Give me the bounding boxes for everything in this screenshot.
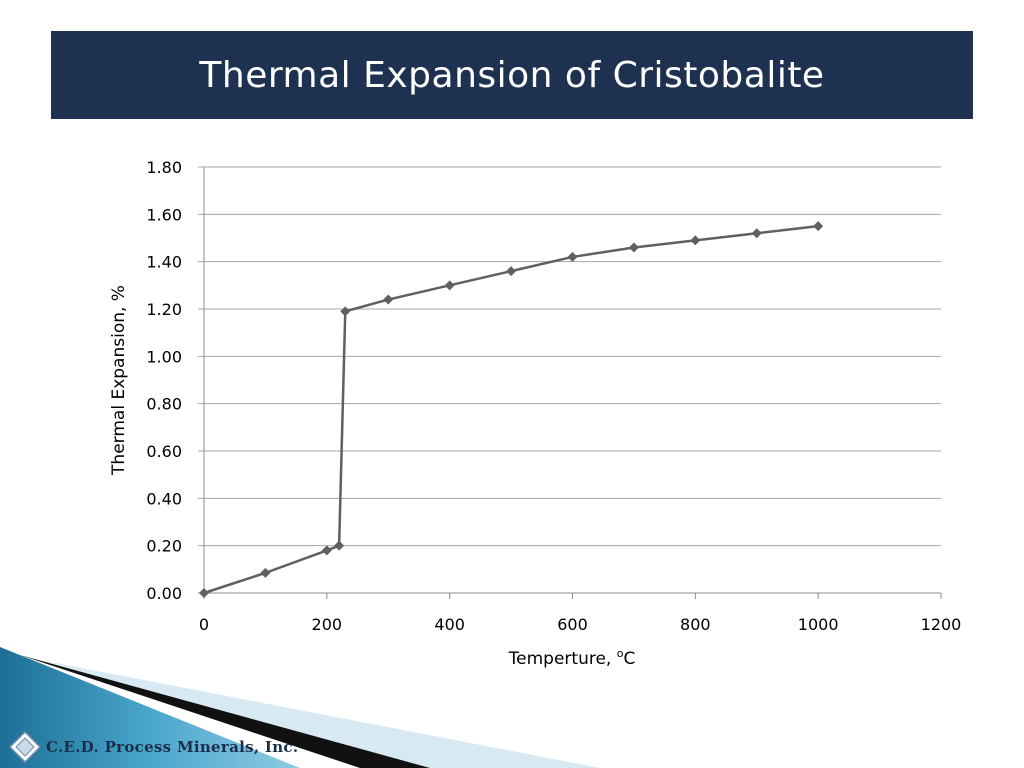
diamond-logo-icon: [8, 730, 42, 764]
y-tick-label: 0.00: [146, 584, 182, 603]
data-point-marker: [321, 545, 332, 556]
slide-title: Thermal Expansion of Cristobalite: [199, 54, 825, 96]
x-tick-labels: 0 200 400 600 800 1000 1200: [199, 615, 961, 634]
y-tick-label: 1.60: [146, 205, 182, 224]
series: [199, 221, 824, 598]
y-tick-label: 1.80: [146, 158, 182, 177]
x-tick-label: 600: [557, 615, 588, 634]
company-logo: C.E.D. Process Minerals, Inc.: [8, 727, 298, 767]
x-tick-label: 200: [312, 615, 343, 634]
y-tick-labels: 0.00 0.20 0.40 0.60 0.80 1.00 1.20 1.40 1.60 1.80: [146, 158, 182, 603]
y-tick-label: 0.60: [146, 442, 182, 461]
x-tick-label: 0: [199, 615, 209, 634]
data-point-marker: [628, 242, 639, 253]
data-point-marker: [383, 294, 394, 305]
footer-decoration: [0, 647, 600, 768]
y-tick-label: 1.20: [146, 300, 182, 319]
y-tick-label: 0.80: [146, 395, 182, 414]
x-axis-title-superscript: o: [617, 647, 624, 660]
data-point-marker: [199, 588, 209, 598]
data-point-marker: [340, 306, 351, 317]
data-point-marker: [506, 266, 517, 277]
data-point-marker: [444, 280, 455, 291]
series-line: [203, 224, 819, 595]
title-bar: Thermal Expansion of Cristobalite: [51, 31, 973, 119]
axes: [198, 167, 942, 599]
company-name: C.E.D. Process Minerals, Inc.: [46, 738, 299, 756]
y-tick-label: 1.40: [146, 253, 182, 272]
data-point-marker: [813, 221, 824, 232]
x-tick-label: 800: [680, 615, 711, 634]
y-tick-label: 0.40: [146, 489, 182, 508]
x-tick-label: 400: [434, 615, 465, 634]
data-point-marker: [260, 567, 271, 578]
data-point-marker: [334, 540, 345, 551]
x-axis-title: Temperture, oC: [508, 647, 636, 669]
x-axis-title-unit: C: [623, 649, 635, 669]
grid-lines: [198, 166, 941, 547]
data-point-marker: [751, 228, 762, 239]
x-axis-title-text: Temperture,: [508, 649, 617, 669]
y-axis-title: Thermal Expansion, %: [109, 285, 129, 476]
y-tick-label: 0.20: [146, 537, 182, 556]
x-tick-label: 1000: [798, 615, 839, 634]
data-point-marker: [567, 251, 578, 262]
y-tick-label: 1.00: [146, 347, 182, 366]
x-tick-label: 1200: [921, 615, 962, 634]
data-point-marker: [690, 235, 701, 246]
